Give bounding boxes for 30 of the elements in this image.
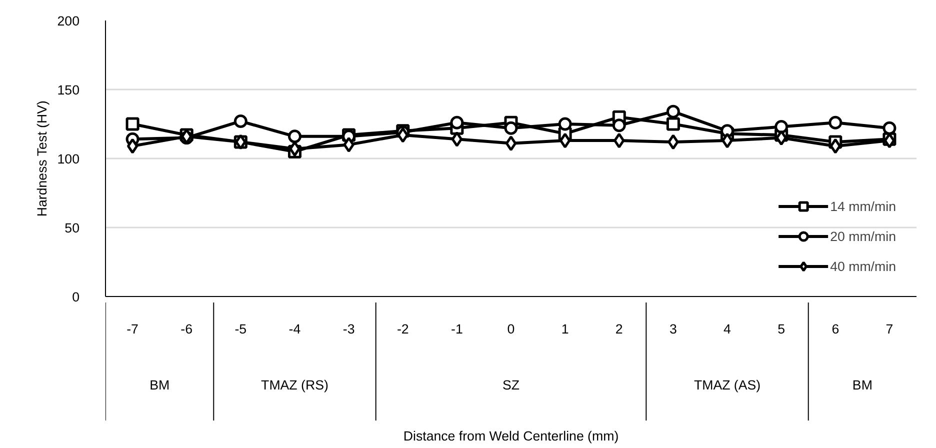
text: TMAZ (RS) xyxy=(261,378,328,393)
x-tick-label: -5 xyxy=(234,321,247,336)
x-tick-label: -3 xyxy=(342,321,355,336)
y-tick-label: 100 xyxy=(57,152,80,166)
x-tick-label: 3 xyxy=(669,321,677,336)
x-tick-label: 2 xyxy=(615,321,623,336)
y-tick-label: 0 xyxy=(72,290,80,304)
legend-label: 14 mm/min xyxy=(830,198,896,214)
y-axis-title: Hardness Test (HV) xyxy=(34,100,50,217)
x-tick-label: 1 xyxy=(561,321,569,336)
legend-label: 40 mm/min xyxy=(830,258,896,274)
x-tick-label: -4 xyxy=(288,321,302,336)
text: Distance from Weld Centerline (mm) xyxy=(403,428,619,444)
x-tick-label: -1 xyxy=(451,321,463,336)
x-tick-label: -2 xyxy=(396,321,409,336)
text: BM xyxy=(852,378,872,393)
legend-label: 20 mm/min xyxy=(830,228,896,244)
x-tick-label: 5 xyxy=(778,321,786,336)
x-tick-label: 6 xyxy=(832,321,840,336)
y-tick-label: 50 xyxy=(64,220,80,236)
text: TMAZ (AS) xyxy=(694,378,761,393)
x-tick-label: -6 xyxy=(180,321,193,336)
text: SZ xyxy=(502,378,520,393)
y-tick-label: 150 xyxy=(57,82,80,98)
x-tick-label: 0 xyxy=(507,321,515,336)
x-tick-label: -7 xyxy=(126,321,138,336)
x-tick-label: 4 xyxy=(724,321,732,336)
x-tick-label: 7 xyxy=(886,321,894,336)
y-tick-label: 200 xyxy=(57,14,80,28)
text: BM xyxy=(150,378,170,393)
